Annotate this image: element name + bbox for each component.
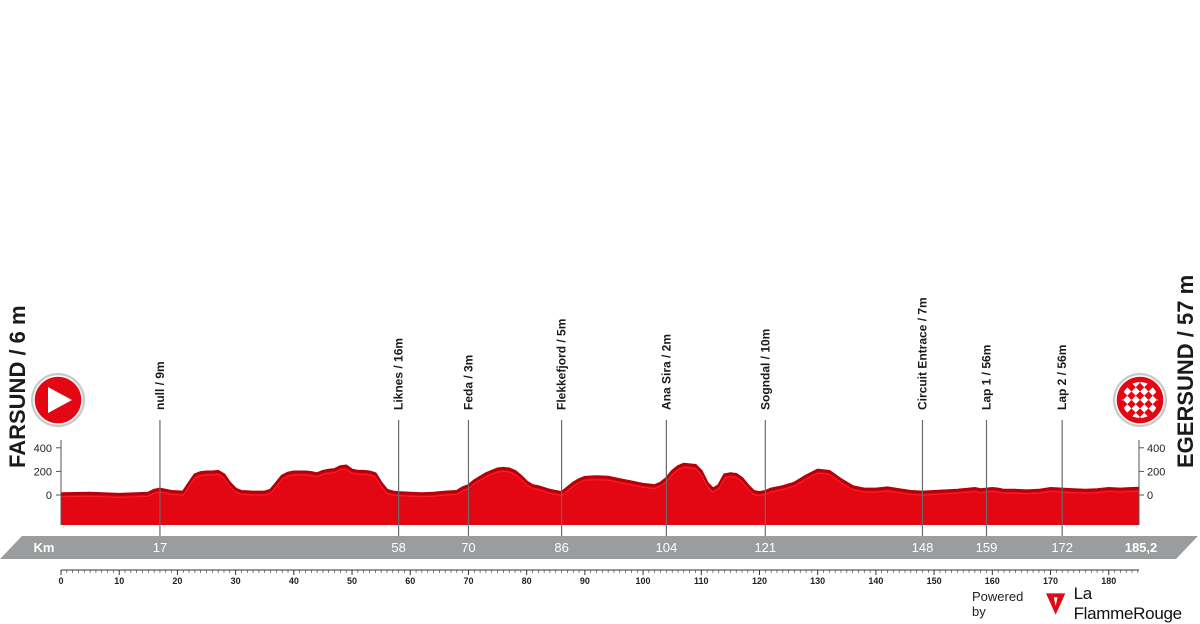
x-tick-label: 120	[752, 576, 767, 586]
x-tick-label: 90	[580, 576, 590, 586]
finish-marker	[1113, 373, 1167, 427]
y-tick-label-left: 400	[34, 443, 52, 455]
waypoint-label: Ana Sira / 2m	[659, 334, 673, 410]
waypoint-label: Lap 1 / 56m	[979, 345, 993, 410]
x-tick-label: 150	[927, 576, 942, 586]
waypoint-label: Feda / 3m	[461, 355, 475, 410]
checkered-flag-icon	[1122, 382, 1158, 418]
x-tick-label: 130	[810, 576, 825, 586]
y-tick-label-right: 0	[1147, 490, 1153, 502]
powered-by-label: Powered by	[972, 589, 1024, 619]
x-tick-label: 100	[636, 576, 651, 586]
y-tick-label-right: 200	[1147, 466, 1165, 478]
x-tick-label: 110	[694, 576, 709, 586]
total-distance-label: 185,2	[1125, 540, 1158, 555]
x-tick-label: 10	[114, 576, 124, 586]
waypoint-km-label: 159	[976, 540, 998, 555]
waypoint-km-label: 58	[391, 540, 405, 555]
checker-square	[1131, 412, 1141, 418]
play-arrow-icon	[48, 387, 72, 413]
waypoint-km-label: 172	[1051, 540, 1073, 555]
x-tick-label: 0	[58, 576, 63, 586]
finish-location-label: EGERSUND / 57 m	[1173, 275, 1198, 468]
powered-by-footer: Powered by La FlammeRouge	[972, 584, 1200, 623]
y-tick-label-left: 200	[34, 466, 52, 478]
waypoint-label: Sogndal / 10m	[758, 329, 772, 410]
x-tick-label: 180	[1101, 576, 1116, 586]
x-tick-label: 70	[463, 576, 473, 586]
x-tick-label: 80	[522, 576, 532, 586]
waypoint-label: Lap 2 / 56m	[1055, 345, 1069, 410]
y-tick-label-right: 400	[1147, 443, 1165, 455]
x-tick-label: 60	[405, 576, 415, 586]
waypoint-km-label: 104	[656, 540, 678, 555]
distance-band	[0, 536, 1198, 559]
x-tick-label: 160	[985, 576, 1000, 586]
start-marker	[31, 373, 85, 427]
x-tick-label: 50	[347, 576, 357, 586]
waypoint-label: Liknes / 16m	[392, 338, 406, 410]
waypoint-label: Circuit Entrace / 7m	[915, 297, 929, 410]
waypoint-label: Flekkefjord / 5m	[555, 319, 569, 410]
x-tick-label: 140	[868, 576, 883, 586]
waypoint-label: null / 9m	[153, 361, 167, 410]
start-location-label: FARSUND / 6 m	[5, 305, 30, 468]
brand-name: La FlammeRouge	[1073, 584, 1183, 623]
waypoint-km-label: 121	[754, 540, 776, 555]
y-tick-label-left: 0	[46, 490, 52, 502]
waypoint-km-label: 17	[153, 540, 167, 555]
distance-unit-label: Km	[34, 540, 55, 555]
flame-rouge-logo-icon	[1046, 593, 1066, 615]
elevation-profile-area	[61, 464, 1139, 525]
x-tick-label: 30	[231, 576, 241, 586]
x-tick-label: 20	[172, 576, 182, 586]
waypoint-km-label: 70	[461, 540, 475, 555]
x-tick-label: 170	[1043, 576, 1058, 586]
waypoint-km-label: 148	[912, 540, 934, 555]
waypoint-km-label: 86	[554, 540, 568, 555]
x-tick-label: 40	[289, 576, 299, 586]
